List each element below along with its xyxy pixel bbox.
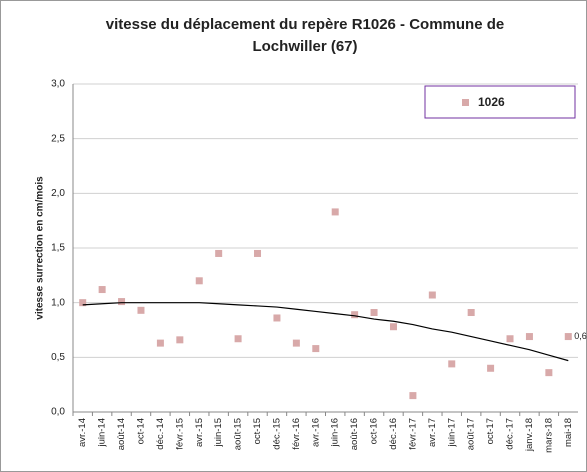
x-tick-label: déc.-15 [271, 418, 282, 450]
x-tick-label: déc.-17 [505, 418, 516, 450]
x-tick-label: août-14 [116, 418, 127, 450]
x-tick-label: avr.-16 [310, 418, 321, 447]
point [389, 323, 397, 331]
chart-title: vitesse du déplacement du repère R1026 -… [105, 16, 505, 55]
point [467, 309, 475, 317]
x-tick-label: févr.-15 [174, 418, 185, 450]
point [156, 339, 164, 347]
point [234, 335, 242, 343]
point [506, 335, 514, 343]
legend-marker [462, 99, 469, 106]
x-tick-label: mai-18 [563, 418, 574, 447]
point [215, 249, 223, 257]
y-axis-title: vitesse surrection en cm/mois [35, 176, 46, 320]
point [254, 249, 262, 257]
x-tick-label: avr.-17 [427, 418, 438, 447]
x-tick-label: juin-14 [97, 418, 108, 448]
point [292, 339, 300, 347]
x-tick-label: juin-17 [446, 418, 457, 448]
point [312, 345, 320, 353]
y-tick-label: 0,5 [51, 352, 65, 363]
point [428, 291, 436, 299]
point [137, 306, 145, 314]
y-tick-label: 2,0 [51, 188, 65, 199]
x-tick-label: août-17 [466, 418, 477, 450]
y-tick-label: 3,0 [51, 79, 65, 90]
x-tick-label: déc.-14 [155, 418, 166, 450]
point [448, 360, 456, 368]
legend-label: 1026 [478, 95, 505, 109]
y-tick-label: 2,5 [51, 133, 65, 144]
x-tick-label: oct-15 [252, 418, 263, 444]
point [525, 333, 533, 341]
point [195, 277, 203, 285]
legend-box [424, 85, 576, 119]
x-tick-label: avr.-15 [194, 418, 205, 447]
point [176, 336, 184, 344]
point [98, 286, 106, 294]
point [118, 298, 126, 306]
point [409, 392, 417, 400]
point [487, 364, 495, 372]
x-tick-label: août-15 [233, 418, 244, 450]
x-tick-label: juin-15 [213, 418, 224, 448]
point [545, 369, 553, 377]
x-tick-label: oct-14 [135, 418, 146, 444]
y-tick-label: 0,0 [51, 407, 65, 418]
point [331, 208, 339, 216]
point [564, 333, 572, 341]
point [351, 311, 359, 319]
x-tick-label: déc.-16 [388, 418, 399, 450]
data-label: 0,69 [574, 331, 587, 341]
x-tick-label: juin-16 [330, 418, 341, 448]
x-tick-label: mars-18 [543, 418, 554, 453]
y-tick-label: 1,0 [51, 297, 65, 308]
x-tick-label: août-16 [349, 418, 360, 450]
x-tick-label: oct-16 [369, 418, 380, 444]
point [79, 299, 87, 307]
x-tick-label: févr.-17 [407, 418, 418, 450]
point [370, 309, 378, 317]
x-tick-label: févr.-16 [291, 418, 302, 450]
x-tick-label: oct-17 [485, 418, 496, 444]
point [273, 314, 281, 322]
x-tick-label: janv.-18 [524, 418, 535, 452]
trendline [82, 302, 569, 362]
y-tick-label: 1,5 [51, 243, 65, 254]
x-tick-label: avr.-14 [77, 418, 88, 447]
